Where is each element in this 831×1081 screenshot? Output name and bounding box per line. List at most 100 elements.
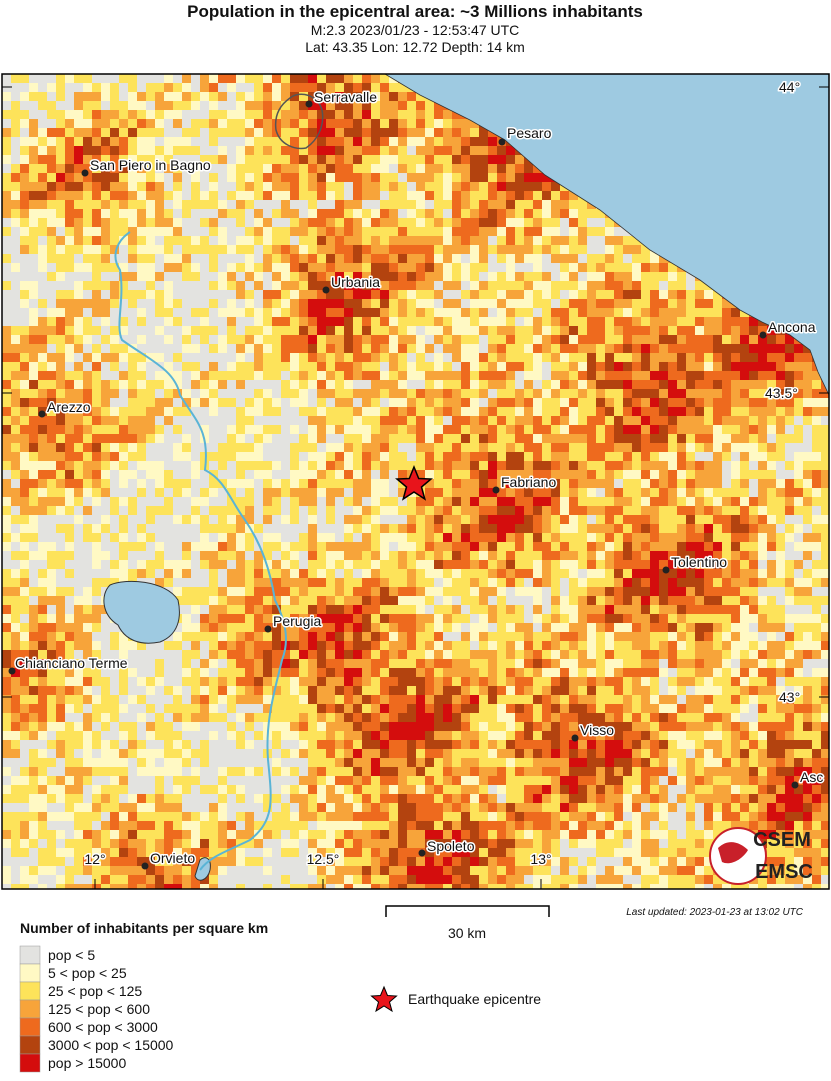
raster-cell bbox=[227, 398, 236, 407]
raster-cell bbox=[407, 335, 416, 344]
raster-cell bbox=[335, 74, 344, 83]
raster-cell bbox=[812, 407, 821, 416]
raster-cell bbox=[200, 587, 209, 596]
raster-cell bbox=[776, 461, 785, 470]
raster-cell bbox=[785, 551, 794, 560]
raster-cell bbox=[38, 74, 47, 83]
raster-cell bbox=[353, 281, 362, 290]
raster-cell bbox=[308, 299, 317, 308]
raster-cell bbox=[326, 497, 335, 506]
raster-cell bbox=[776, 407, 785, 416]
raster-cell bbox=[101, 614, 110, 623]
raster-cell bbox=[146, 308, 155, 317]
raster-cell bbox=[182, 308, 191, 317]
raster-cell bbox=[128, 353, 137, 362]
raster-cell bbox=[659, 578, 668, 587]
raster-cell bbox=[740, 389, 749, 398]
raster-cell bbox=[362, 263, 371, 272]
raster-cell bbox=[515, 470, 524, 479]
raster-cell bbox=[560, 533, 569, 542]
raster-cell bbox=[236, 272, 245, 281]
raster-cell bbox=[443, 245, 452, 254]
raster-cell bbox=[785, 569, 794, 578]
raster-cell bbox=[542, 515, 551, 524]
raster-cell bbox=[263, 542, 272, 551]
raster-cell bbox=[371, 245, 380, 254]
raster-cell bbox=[434, 245, 443, 254]
raster-cell bbox=[308, 596, 317, 605]
raster-cell bbox=[362, 416, 371, 425]
raster-cell bbox=[443, 389, 452, 398]
raster-cell bbox=[605, 416, 614, 425]
raster-cell bbox=[263, 641, 272, 650]
raster-cell bbox=[596, 398, 605, 407]
raster-cell bbox=[479, 344, 488, 353]
raster-cell bbox=[533, 182, 542, 191]
raster-cell bbox=[182, 335, 191, 344]
raster-cell bbox=[2, 272, 11, 281]
raster-cell bbox=[218, 317, 227, 326]
raster-cell bbox=[758, 425, 767, 434]
raster-cell bbox=[254, 353, 263, 362]
raster-cell bbox=[362, 533, 371, 542]
raster-cell bbox=[443, 452, 452, 461]
raster-cell bbox=[407, 497, 416, 506]
raster-cell bbox=[209, 434, 218, 443]
raster-cell bbox=[758, 362, 767, 371]
raster-cell bbox=[767, 326, 776, 335]
raster-cell bbox=[128, 416, 137, 425]
raster-cell bbox=[524, 281, 533, 290]
raster-cell bbox=[407, 272, 416, 281]
raster-cell bbox=[515, 578, 524, 587]
raster-cell bbox=[209, 569, 218, 578]
raster-cell bbox=[146, 569, 155, 578]
raster-cell bbox=[704, 551, 713, 560]
raster-cell bbox=[560, 416, 569, 425]
raster-cell bbox=[605, 335, 614, 344]
raster-cell bbox=[677, 596, 686, 605]
raster-cell bbox=[650, 281, 659, 290]
raster-cell bbox=[704, 299, 713, 308]
raster-cell bbox=[254, 542, 263, 551]
raster-cell bbox=[551, 533, 560, 542]
raster-cell bbox=[461, 542, 470, 551]
raster-cell bbox=[515, 281, 524, 290]
raster-cell bbox=[56, 470, 65, 479]
raster-cell bbox=[542, 191, 551, 200]
raster-cell bbox=[83, 344, 92, 353]
raster-cell bbox=[146, 317, 155, 326]
raster-cell bbox=[20, 290, 29, 299]
raster-cell bbox=[794, 389, 803, 398]
raster-cell bbox=[344, 587, 353, 596]
raster-cell bbox=[263, 587, 272, 596]
raster-cell bbox=[515, 560, 524, 569]
raster-cell bbox=[146, 155, 155, 164]
raster-cell bbox=[461, 434, 470, 443]
raster-cell bbox=[515, 335, 524, 344]
raster-cell bbox=[227, 551, 236, 560]
raster-cell bbox=[353, 362, 362, 371]
raster-cell bbox=[299, 587, 308, 596]
raster-cell bbox=[173, 326, 182, 335]
raster-cell bbox=[767, 560, 776, 569]
raster-cell bbox=[119, 227, 128, 236]
raster-cell bbox=[731, 614, 740, 623]
raster-cell bbox=[497, 542, 506, 551]
raster-cell bbox=[560, 380, 569, 389]
raster-cell bbox=[479, 443, 488, 452]
raster-cell bbox=[695, 398, 704, 407]
raster-cell bbox=[659, 425, 668, 434]
raster-cell bbox=[551, 362, 560, 371]
raster-cell bbox=[551, 461, 560, 470]
raster-cell bbox=[443, 164, 452, 173]
raster-cell bbox=[650, 443, 659, 452]
raster-cell bbox=[344, 623, 353, 632]
raster-cell bbox=[74, 560, 83, 569]
raster-cell bbox=[587, 236, 596, 245]
raster-cell bbox=[83, 236, 92, 245]
raster-cell bbox=[578, 596, 587, 605]
raster-cell bbox=[497, 551, 506, 560]
raster-cell bbox=[812, 470, 821, 479]
raster-cell bbox=[137, 164, 146, 173]
raster-cell bbox=[20, 173, 29, 182]
